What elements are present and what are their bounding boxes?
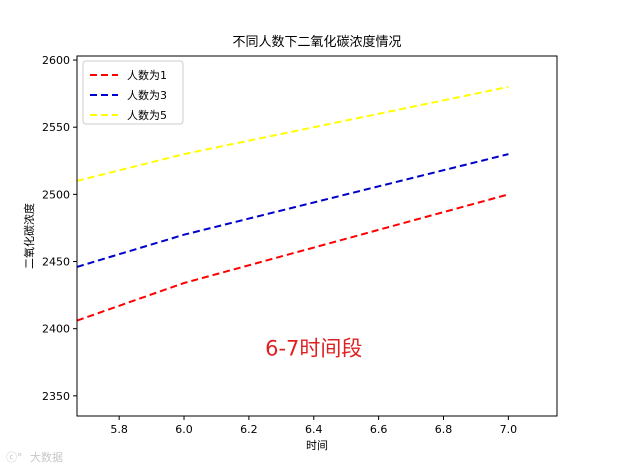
y-tick-label: 2350 bbox=[42, 390, 70, 403]
plot-frame bbox=[76, 55, 558, 417]
x-tick-label: 6.4 bbox=[305, 423, 323, 436]
y-tick-label: 2500 bbox=[42, 188, 70, 201]
x-tick-label: 7.0 bbox=[500, 423, 518, 436]
x-tick-label: 5.8 bbox=[110, 423, 128, 436]
x-axis-label: 时间 bbox=[306, 439, 328, 452]
y-tick-label: 2450 bbox=[42, 256, 70, 269]
watermark-logo-icon: ⓒ° bbox=[6, 451, 23, 464]
x-tick-label: 6.0 bbox=[175, 423, 193, 436]
legend-label: 人数为3 bbox=[127, 89, 167, 102]
y-tick-label: 2550 bbox=[42, 121, 70, 134]
x-tick-label: 6.8 bbox=[435, 423, 453, 436]
legend-box bbox=[82, 60, 184, 125]
series-lines bbox=[76, 85, 509, 322]
period-annotation: 6-7时间段 bbox=[265, 337, 362, 361]
y-tick-label: 2400 bbox=[42, 323, 70, 336]
series-line-1 bbox=[76, 193, 509, 322]
series-line-3 bbox=[76, 85, 509, 182]
x-tick-label: 6.2 bbox=[240, 423, 258, 436]
y-axis: 2350 2400 2450 2500 2550 2600 bbox=[42, 54, 77, 403]
chart-title: 不同人数下二氧化碳浓度情况 bbox=[232, 34, 401, 50]
legend: 人数为1 人数为3 人数为5 bbox=[82, 60, 184, 125]
x-tick-label: 6.6 bbox=[370, 423, 388, 436]
watermark-text: 大数据 bbox=[30, 450, 63, 464]
watermark: ⓒ° 大数据 bbox=[6, 450, 63, 464]
series-line-2 bbox=[76, 153, 509, 268]
legend-label: 人数为5 bbox=[127, 109, 167, 122]
legend-label: 人数为1 bbox=[127, 69, 167, 82]
y-axis-label: 二氧化碳浓度 bbox=[22, 203, 36, 269]
y-tick-label: 2600 bbox=[42, 54, 70, 67]
x-axis: 5.8 6.0 6.2 6.4 6.6 6.8 7.0 bbox=[110, 416, 517, 436]
